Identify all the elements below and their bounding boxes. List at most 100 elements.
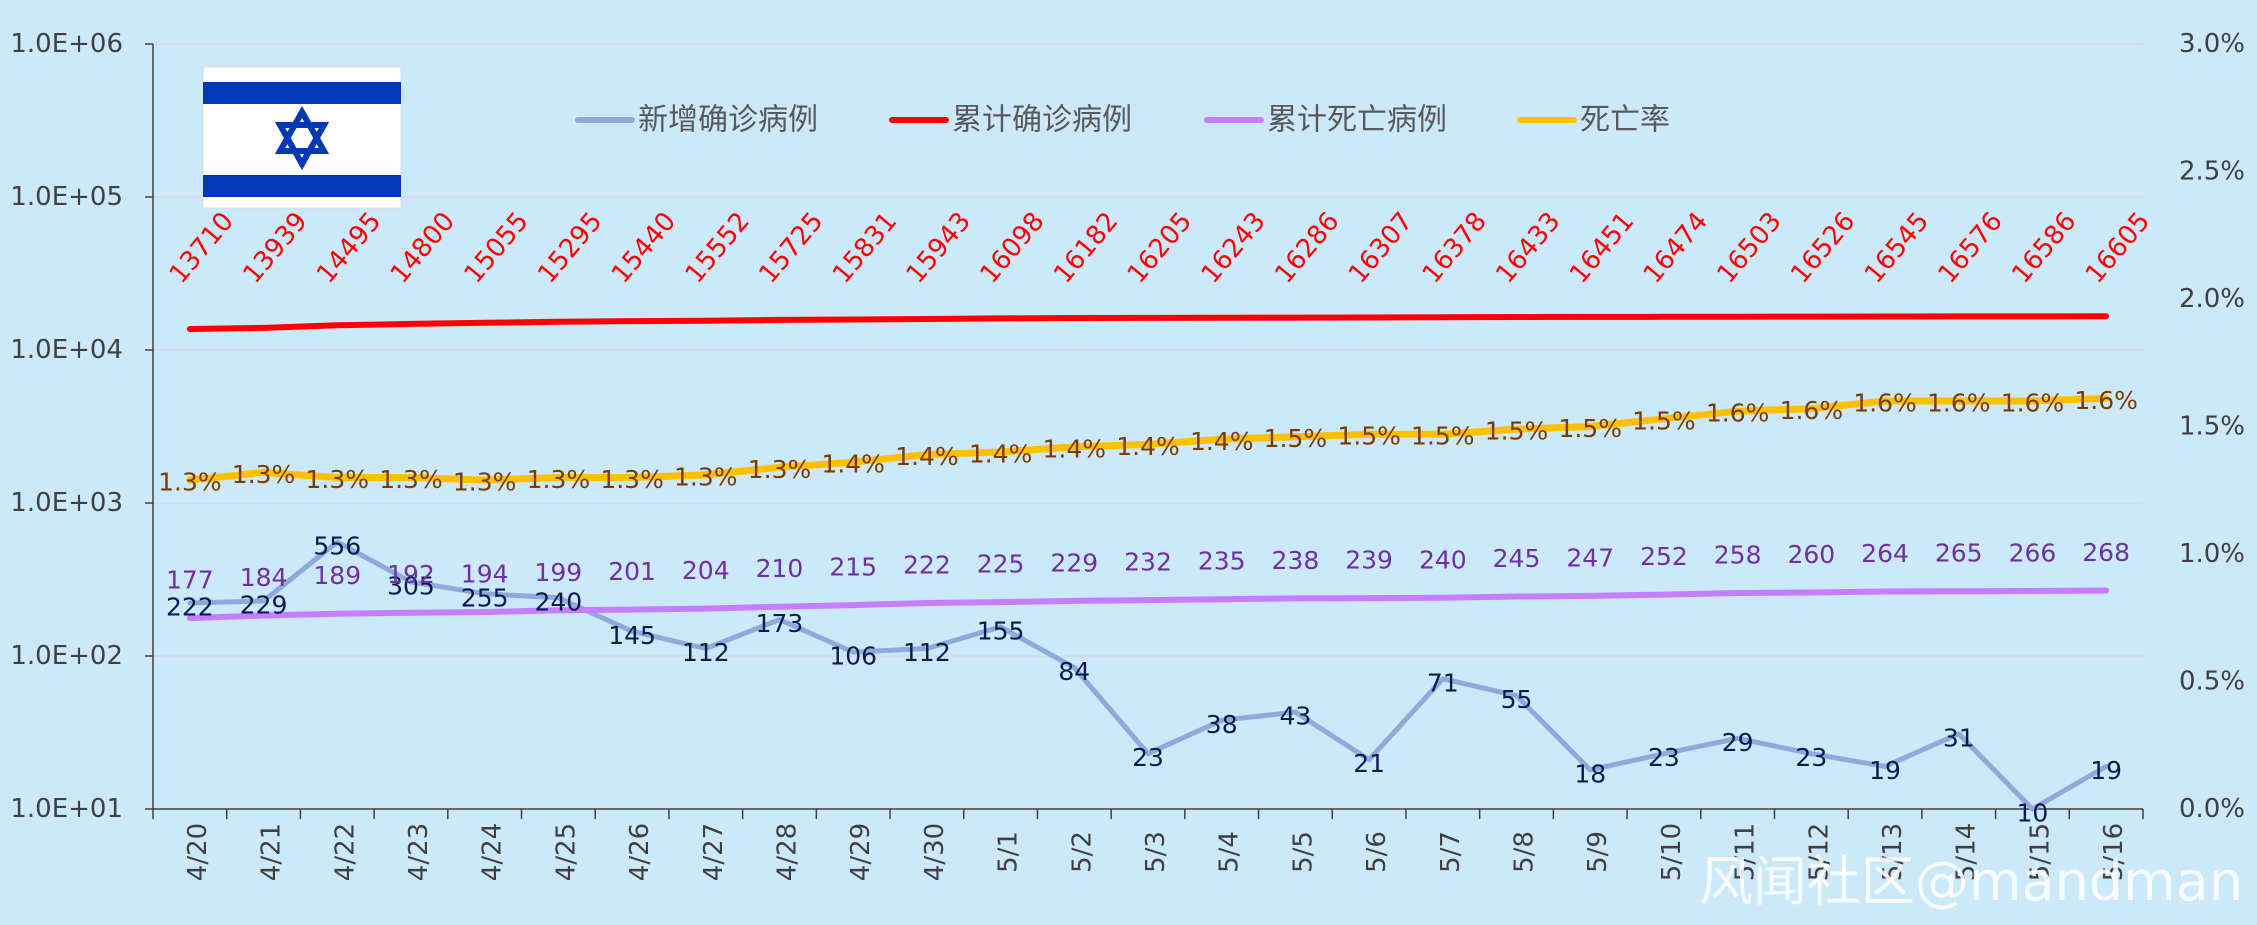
cumulative-deaths-line [186, 587, 2110, 622]
legend-cumulative-cases: 累计确诊病例 [889, 103, 1132, 138]
cumulative-cases-label: 16378 [1417, 207, 1493, 290]
new-cases-label: 71 [1427, 668, 1459, 697]
cumulative-deaths-label: 222 [903, 551, 951, 580]
new-cases-label: 106 [829, 642, 877, 671]
new-cases-label: 145 [608, 621, 656, 650]
death-rate-label: 1.6% [2074, 386, 2138, 415]
legend-death-rate: 死亡率 [1517, 103, 1670, 138]
new-cases-label: 173 [756, 609, 804, 638]
cumulative-deaths-label: 240 [1419, 545, 1467, 574]
cumulative-deaths-label: 235 [1198, 547, 1246, 576]
cumulative-deaths-label: 264 [1861, 539, 1909, 568]
new-cases-label: 18 [1574, 759, 1606, 788]
grid [153, 43, 2143, 657]
x-tick-label: 5/11 [1731, 823, 1761, 881]
cumulative-cases-label: 14495 [311, 207, 387, 290]
x-tick-label: 5/7 [1436, 831, 1466, 873]
death-rate-label: 1.3% [453, 468, 517, 497]
new-cases-label: 84 [1058, 657, 1090, 686]
cumulative-cases-label: 15831 [827, 207, 903, 290]
new-cases-label: 23 [1648, 743, 1680, 772]
x-tick-label: 5/9 [1583, 831, 1613, 873]
cumulative-cases-label: 15552 [680, 207, 756, 290]
cumulative-cases-label: 16433 [1490, 207, 1566, 290]
x-tick-label: 5/14 [1952, 823, 1982, 881]
x-tick-label: 5/16 [2099, 823, 2129, 881]
cumulative-cases-label: 16205 [1122, 207, 1198, 290]
cumulative-deaths-label: 184 [240, 563, 288, 592]
x-tick-label: 4/22 [330, 823, 360, 881]
new-cases-label: 240 [535, 587, 583, 616]
death-rate-label: 1.4% [1190, 427, 1254, 456]
y-right-tick-label: 2.5% [2179, 157, 2245, 187]
death-rate-label: 1.6% [1706, 399, 1770, 428]
new-cases-label: 55 [1501, 685, 1533, 714]
legend-label: 新增确诊病例 [638, 103, 818, 138]
legend-label: 累计确诊病例 [952, 103, 1132, 138]
death-rate-label: 1.6% [1853, 389, 1917, 418]
cumulative-deaths-label: 192 [387, 560, 435, 589]
cumulative-deaths-label: 215 [829, 553, 877, 582]
cumulative-deaths-label: 268 [2082, 538, 2130, 567]
cumulative-deaths-label: 199 [535, 558, 583, 587]
new-cases-label: 31 [1943, 723, 1975, 752]
cumulative-cases-label: 16098 [975, 207, 1051, 290]
new-cases-label: 19 [2090, 756, 2122, 785]
legend-label: 死亡率 [1580, 103, 1670, 138]
y-left-tick-label: 1.0E+06 [10, 29, 123, 59]
cumulative-cases-label: 16286 [1269, 207, 1345, 290]
new-cases-label: 112 [903, 638, 951, 667]
new-cases-label: 222 [166, 593, 214, 622]
cumulative-deaths-label: 177 [166, 566, 214, 595]
death-rate-label: 1.4% [969, 440, 1033, 469]
legend-cumulative-deaths: 累计死亡病例 [1204, 103, 1447, 138]
cumulative-deaths-label: 239 [1345, 546, 1393, 575]
cumulative-deaths-label: 232 [1124, 548, 1172, 577]
new-cases-label: 38 [1206, 710, 1238, 739]
death-rate-label: 1.6% [2001, 389, 2065, 418]
cumulative-cases-label: 16451 [1564, 207, 1640, 290]
y-right-tick-label: 0.0% [2179, 794, 2245, 824]
cumulative-deaths-label: 247 [1566, 543, 1614, 572]
israel-flag [202, 66, 402, 209]
cumulative-cases-label: 16586 [2006, 207, 2082, 290]
new-cases-label: 21 [1353, 749, 1385, 778]
x-tick-label: 5/3 [1141, 831, 1171, 873]
x-tick-label: 4/23 [404, 823, 434, 881]
cumulative-deaths-label: 210 [756, 554, 804, 583]
new-cases-label: 305 [387, 571, 435, 600]
cumulative-cases-label: 15055 [459, 207, 535, 290]
x-tick-label: 4/30 [920, 823, 950, 881]
cumulative-deaths-label: 204 [682, 556, 730, 585]
x-tick-label: 5/2 [1067, 831, 1097, 873]
death-rate-label: 1.5% [1485, 417, 1549, 446]
x-tick-label: 5/6 [1362, 831, 1392, 873]
y-right-tick-label: 1.5% [2179, 412, 2245, 442]
death-rate-line [186, 394, 2110, 484]
cumulative-deaths-label: 194 [461, 559, 509, 588]
data-labels: 222 229 556 305 255 240 145 112 173 106 112 155 84 23… [158, 207, 2156, 828]
death-rate-label: 1.3% [600, 465, 664, 494]
y-left-tick-label: 1.0E+05 [10, 182, 123, 212]
x-tick-label: 4/27 [699, 823, 729, 881]
cumulative-deaths-label: 201 [608, 557, 656, 586]
cumulative-deaths-label: 265 [1935, 539, 1983, 568]
death-rate-label: 1.5% [1558, 414, 1622, 443]
cumulative-cases-label: 16307 [1343, 207, 1419, 290]
cumulative-cases-label: 16605 [2080, 207, 2156, 290]
death-rate-label: 1.3% [748, 455, 812, 484]
cumulative-cases-label: 16526 [1785, 207, 1861, 290]
death-rate-label: 1.5% [1264, 424, 1328, 453]
cumulative-cases-label: 16243 [1196, 207, 1272, 290]
cumulative-deaths-label: 252 [1640, 542, 1688, 571]
y-left-tick-label: 1.0E+03 [10, 488, 123, 518]
new-cases-label: 229 [240, 590, 288, 619]
x-tick-label: 5/10 [1657, 823, 1687, 881]
new-cases-label: 10 [2017, 799, 2049, 828]
death-rate-label: 1.3% [674, 462, 738, 491]
death-rate-label: 1.3% [379, 465, 443, 494]
cumulative-deaths-label: 266 [2009, 538, 2057, 567]
cumulative-deaths-label: 229 [1050, 548, 1098, 577]
death-rate-label: 1.3% [306, 465, 370, 494]
x-tick-label: 4/28 [772, 823, 802, 881]
